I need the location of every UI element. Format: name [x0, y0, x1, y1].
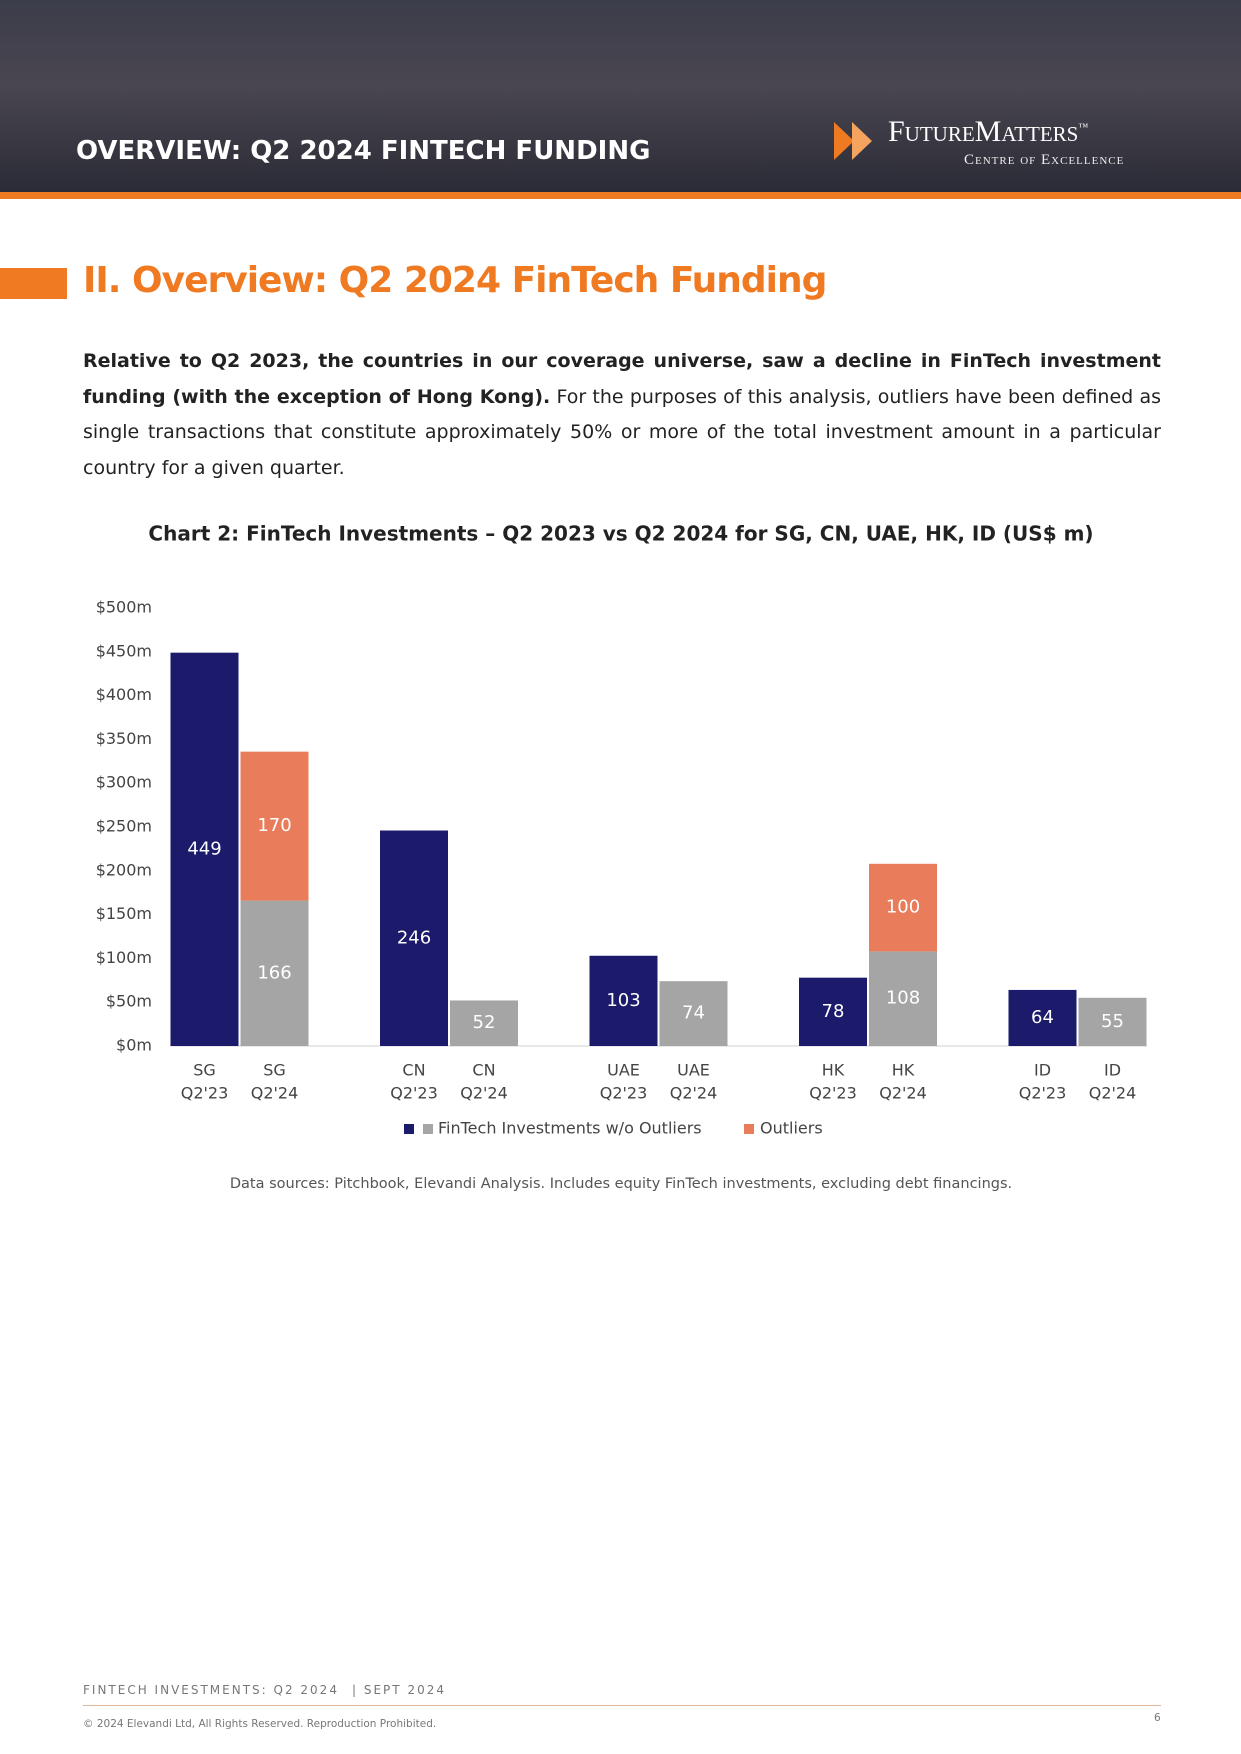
bar-segment: [869, 951, 937, 1046]
y-tick-label: $300m: [96, 773, 152, 792]
y-tick-label: $250m: [96, 817, 152, 836]
x-tick-label: Q2'24: [670, 1084, 718, 1103]
chart-source: Data sources: Pitchbook, Elevandi Analys…: [230, 1176, 1012, 1192]
bar-segment: [1008, 989, 1077, 1046]
logo-mark: ™: [1078, 122, 1089, 133]
value-label: 74: [682, 1003, 705, 1024]
value-label: 108: [886, 988, 920, 1009]
legend-swatch: [404, 1124, 414, 1134]
value-label: 166: [257, 962, 291, 983]
x-tick-label: Q2'23: [1019, 1084, 1067, 1103]
y-tick-label: $400m: [96, 685, 152, 704]
bar-segment: [240, 900, 309, 1046]
bar-segment: [659, 981, 728, 1046]
x-tick-label: Q2'23: [181, 1084, 229, 1103]
logo-icon: [834, 122, 872, 160]
bar-segment: [240, 751, 309, 901]
y-tick-label: $0m: [116, 1036, 152, 1055]
x-tick-label: CN: [402, 1061, 425, 1080]
x-tick-label: SG: [263, 1061, 286, 1080]
bar-segment: [170, 652, 239, 1046]
value-label: 170: [257, 815, 291, 836]
header-banner: OVERVIEW: Q2 2024 FINTECH FUNDING Future…: [0, 0, 1241, 192]
bar-segment: [1078, 997, 1147, 1046]
legend-swatch: [744, 1124, 754, 1134]
x-tick-label: Q2'23: [390, 1084, 438, 1103]
footer-title: FINTECH INVESTMENTS: Q2 2024: [83, 1683, 339, 1697]
chart-title: Chart 2: FinTech Investments – Q2 2023 v…: [148, 522, 1093, 546]
paragraph-bold: Relative to Q2 2023, the countries in ou…: [83, 350, 1161, 408]
y-tick-label: $350m: [96, 729, 152, 748]
paragraph-text: For the purposes of this analysis, outli…: [83, 385, 1161, 479]
y-tick-label: $50m: [106, 992, 152, 1011]
value-label: 78: [822, 1001, 845, 1022]
logo-text: FutureMatters: [888, 115, 1079, 148]
logo: FutureMatters™: [888, 115, 1088, 149]
y-tick-label: $150m: [96, 904, 152, 923]
y-tick-label: $450m: [96, 641, 152, 660]
x-tick-label: UAE: [607, 1061, 640, 1080]
value-label: 64: [1031, 1007, 1054, 1028]
legend-swatch: [423, 1124, 433, 1134]
x-tick-label: Q2'24: [1089, 1084, 1137, 1103]
legend-label: Outliers: [760, 1119, 823, 1138]
x-tick-label: HK: [822, 1061, 845, 1080]
x-tick-label: ID: [1104, 1061, 1121, 1080]
y-tick-label: $100m: [96, 948, 152, 967]
x-tick-label: Q2'23: [809, 1084, 857, 1103]
bar-segment: [380, 830, 448, 1046]
logo-subtitle: Centre of Excellence: [964, 152, 1125, 168]
y-tick-label: $200m: [96, 860, 152, 879]
x-tick-label: Q2'24: [251, 1084, 299, 1103]
section-marker: [0, 268, 67, 299]
section-title: II. Overview: Q2 2024 FinTech Funding: [83, 260, 827, 301]
value-label: 449: [187, 838, 221, 859]
x-tick-label: SG: [193, 1061, 216, 1080]
footer-date: | SEPT 2024: [352, 1683, 446, 1697]
value-label: 103: [606, 990, 640, 1011]
header-rule: [0, 192, 1241, 199]
value-label: 100: [886, 897, 920, 918]
bar-segment: [589, 955, 658, 1046]
y-tick-label: $500m: [96, 598, 152, 617]
legend-label: FinTech Investments w/o Outliers: [438, 1119, 702, 1138]
x-tick-label: ID: [1034, 1061, 1051, 1080]
bar-segment: [450, 1000, 518, 1046]
paragraph: Relative to Q2 2023, the countries in ou…: [83, 344, 1161, 486]
copyright: © 2024 Elevandi Ltd, All Rights Reserved…: [83, 1718, 437, 1730]
x-tick-label: Q2'23: [600, 1084, 648, 1103]
value-label: 246: [397, 927, 431, 948]
header-title: OVERVIEW: Q2 2024 FINTECH FUNDING: [76, 136, 651, 166]
x-tick-label: UAE: [677, 1061, 710, 1080]
chart: Chart 2: FinTech Investments – Q2 2023 v…: [96, 522, 1147, 1192]
bar-segment: [799, 977, 867, 1046]
value-label: 52: [473, 1012, 496, 1033]
x-tick-label: Q2'24: [879, 1084, 927, 1103]
x-tick-label: Q2'24: [460, 1084, 508, 1103]
footer-rule: [83, 1705, 1161, 1706]
bar-segment: [869, 863, 937, 952]
x-tick-label: CN: [472, 1061, 495, 1080]
value-label: 55: [1101, 1011, 1124, 1032]
page-number: 6: [1154, 1712, 1161, 1724]
x-tick-label: HK: [892, 1061, 915, 1080]
